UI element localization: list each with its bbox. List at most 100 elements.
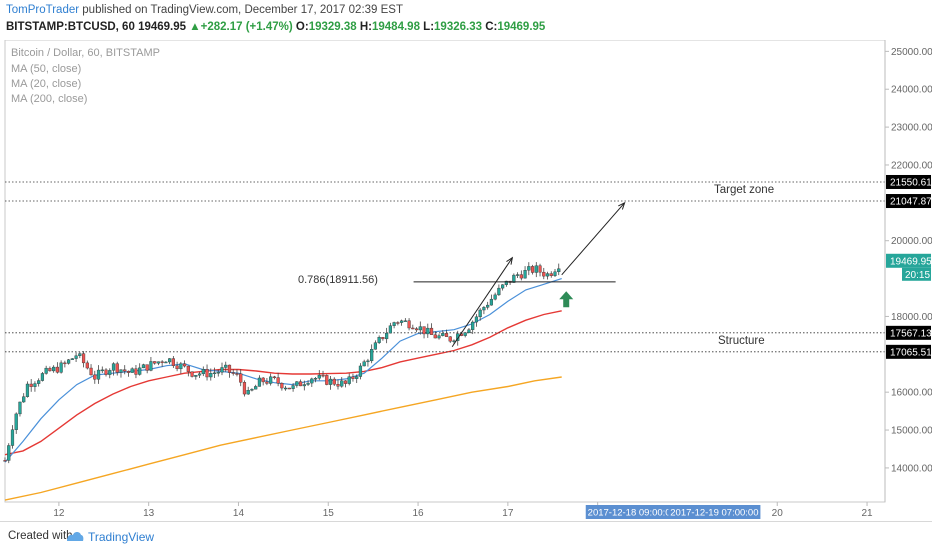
candle-body — [284, 387, 288, 390]
candle-body — [444, 333, 449, 337]
candle-body — [115, 363, 119, 373]
candle-body — [377, 337, 381, 343]
candle-body — [302, 384, 306, 387]
candle-body — [482, 307, 486, 311]
legend-ma50[interactable]: MA (50, close) — [11, 63, 81, 75]
candle-body — [209, 373, 213, 378]
candle-body — [220, 367, 224, 373]
level-tag — [886, 325, 931, 340]
price-tick-label: 18000.00 — [891, 312, 932, 323]
candle-body — [257, 377, 262, 387]
candle-body — [313, 378, 318, 380]
last-price: 19469.95 — [138, 21, 187, 33]
candle-body — [515, 274, 520, 276]
candle-body — [467, 329, 471, 333]
candle-body — [343, 380, 348, 384]
candle-body — [190, 371, 194, 377]
legend-ma200[interactable]: MA (200, close) — [11, 93, 87, 105]
candle-body — [553, 271, 557, 276]
last-price-tag — [886, 253, 931, 268]
candle-body — [145, 364, 149, 371]
candle-body — [93, 374, 97, 380]
candle-body — [18, 401, 22, 415]
candle-body — [392, 322, 396, 326]
candle-body — [493, 294, 497, 300]
candle-body — [171, 358, 175, 366]
candle-body — [235, 373, 239, 375]
drawings — [413, 201, 626, 348]
candle-body — [160, 361, 164, 363]
candle-body — [534, 265, 538, 273]
price-chart[interactable]: 25000.00 24000.00 23000.00 22000.00 20000.00… — [0, 40, 932, 521]
candle-body — [111, 363, 116, 371]
close-value: 19469.95 — [497, 21, 546, 33]
candle-body — [37, 380, 41, 384]
high-label: H: — [359, 21, 372, 33]
candle-body — [179, 363, 183, 370]
low-value: 19326.33 — [434, 21, 482, 33]
level-tag — [886, 194, 931, 209]
candle-body — [272, 376, 276, 379]
candle-body — [29, 383, 33, 387]
candle-body — [119, 369, 123, 373]
candle-body — [407, 320, 411, 329]
change-up-icon: ▲ — [189, 21, 201, 33]
candle-body — [448, 336, 452, 342]
time-tick-label: 21 — [861, 508, 873, 519]
candle-body — [96, 369, 101, 380]
time-marker-tag — [668, 505, 761, 519]
target-zone-label: Target zone — [714, 184, 774, 196]
candle-body — [104, 369, 108, 375]
candle-body — [396, 322, 400, 324]
candle-body — [224, 364, 228, 368]
candle-body — [164, 361, 168, 364]
candle-body — [59, 362, 63, 373]
time-tick-label: 14 — [233, 508, 245, 519]
legend-title: Bitcoin / Dollar, 60, BITSTAMP — [11, 47, 160, 59]
candle-body — [474, 316, 479, 323]
candle-body — [48, 367, 52, 372]
candle-body — [478, 309, 482, 318]
level-tag-label: 17567.13 — [890, 328, 932, 339]
candle-body — [358, 365, 363, 377]
candle-body — [7, 445, 11, 461]
candle-body — [239, 373, 243, 383]
candle-body — [351, 376, 355, 379]
candle-body — [388, 325, 392, 334]
low-label: L: — [423, 21, 435, 33]
price-tick-label: 24000.00 — [891, 85, 932, 96]
open-value: 19329.38 — [308, 21, 357, 33]
candle-body — [130, 368, 134, 373]
candle-body — [212, 372, 217, 375]
candle-body — [373, 342, 378, 350]
candle-body — [429, 327, 434, 335]
legend-ma20[interactable]: MA (20, close) — [11, 78, 81, 90]
buy-arrow-icon — [559, 291, 574, 308]
candle-body — [186, 365, 190, 372]
candle-body — [298, 381, 303, 387]
candle-body — [310, 378, 314, 384]
candle-body — [463, 332, 467, 336]
candle-body — [89, 367, 93, 376]
candle-body — [149, 361, 153, 371]
time-tick-label: 13 — [143, 508, 155, 519]
candle-body — [317, 374, 321, 379]
candle-body — [55, 366, 59, 373]
candle-body — [542, 271, 546, 277]
high-value: 19484.98 — [372, 21, 420, 33]
price-axis: 25000.00 24000.00 23000.00 22000.00 20000.00… — [884, 40, 932, 502]
change-value: +282.17 (+1.47%) — [200, 21, 293, 33]
candle-body — [85, 362, 89, 369]
candle-body — [486, 304, 490, 308]
open-label: O: — [295, 21, 309, 33]
candle-body — [261, 377, 265, 383]
candle-body — [501, 284, 505, 289]
candle-body — [497, 287, 501, 296]
author-link[interactable]: TomProTrader — [6, 4, 80, 16]
time-tick-label: 20 — [772, 508, 784, 519]
ma200-series — [4, 376, 562, 501]
candle-body — [418, 326, 422, 331]
candle-body — [78, 353, 82, 357]
tradingview-link[interactable]: TradingView — [88, 530, 155, 544]
published-text: published on TradingView.com, December 1… — [82, 4, 403, 16]
